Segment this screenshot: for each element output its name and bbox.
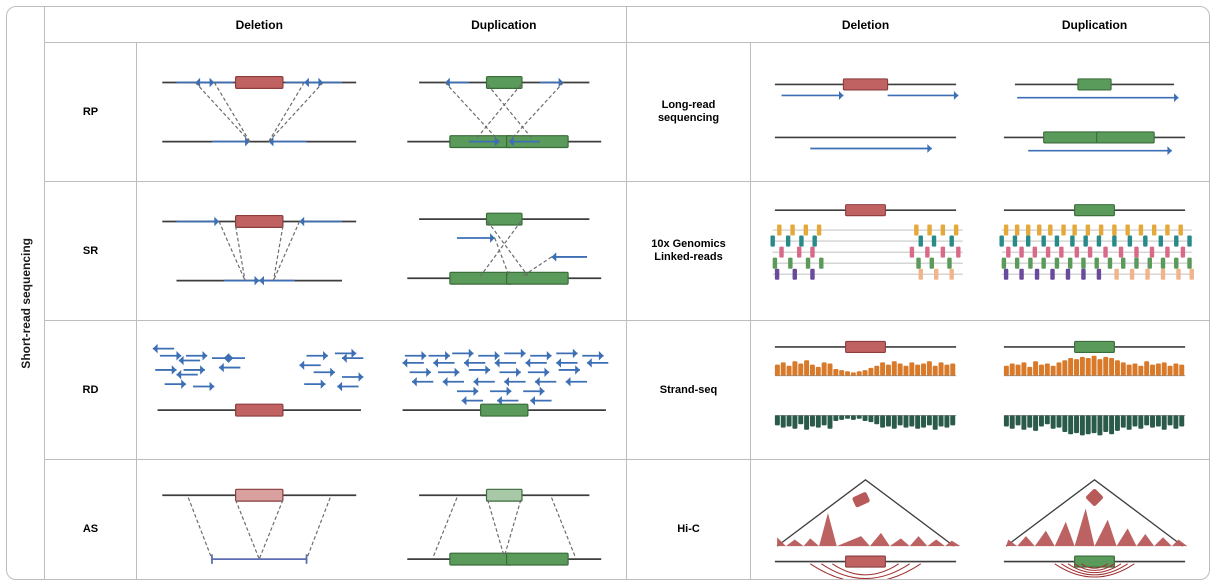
row-strand: Strand-seq xyxy=(627,321,1209,460)
linked-label: 10x GenomicsLinked-reads xyxy=(627,182,751,320)
row-rp: RP xyxy=(45,43,626,182)
left-col-duplication: Duplication xyxy=(382,7,627,42)
rd-label: RD xyxy=(45,321,137,459)
sr-label: SR xyxy=(45,182,137,320)
row-sr: SR xyxy=(45,182,626,321)
linked-duplication xyxy=(980,182,1209,320)
short-read-sidebar: Short-read sequencing xyxy=(7,7,45,580)
rp-label: RP xyxy=(45,43,137,181)
hic-deletion xyxy=(751,460,980,580)
right-col-deletion: Deletion xyxy=(751,7,980,42)
strand-label: Strand-seq xyxy=(627,321,751,459)
row-linked: 10x GenomicsLinked-reads xyxy=(627,182,1209,321)
sr-duplication xyxy=(382,182,627,320)
row-as: AS xyxy=(45,460,626,580)
left-panel: Deletion Duplication RP SR RD AS xyxy=(45,7,627,580)
short-read-label: Short-read sequencing xyxy=(19,238,33,369)
rp-duplication xyxy=(382,43,627,181)
rd-deletion xyxy=(137,321,382,459)
strand-deletion xyxy=(751,321,980,459)
hic-duplication xyxy=(980,460,1209,580)
row-hic: Hi-C xyxy=(627,460,1209,580)
sr-deletion xyxy=(137,182,382,320)
long-duplication xyxy=(980,43,1209,181)
as-duplication xyxy=(382,460,627,580)
row-rd: RD xyxy=(45,321,626,460)
row-long: Long-readsequencing xyxy=(627,43,1209,182)
rd-duplication xyxy=(382,321,627,459)
hic-label: Hi-C xyxy=(627,460,751,580)
long-deletion xyxy=(751,43,980,181)
as-deletion xyxy=(137,460,382,580)
left-col-deletion: Deletion xyxy=(137,7,382,42)
rp-deletion xyxy=(137,43,382,181)
left-corner xyxy=(45,7,137,42)
right-col-duplication: Duplication xyxy=(980,7,1209,42)
linked-deletion xyxy=(751,182,980,320)
right-corner xyxy=(627,7,751,42)
strand-duplication xyxy=(980,321,1209,459)
left-header: Deletion Duplication xyxy=(45,7,626,43)
long-label: Long-readsequencing xyxy=(627,43,751,181)
as-label: AS xyxy=(45,460,137,580)
right-panel: Deletion Duplication Long-readsequencing… xyxy=(627,7,1209,580)
diagram-frame: Short-read sequencing Deletion Duplicati… xyxy=(6,6,1210,580)
right-header: Deletion Duplication xyxy=(627,7,1209,43)
